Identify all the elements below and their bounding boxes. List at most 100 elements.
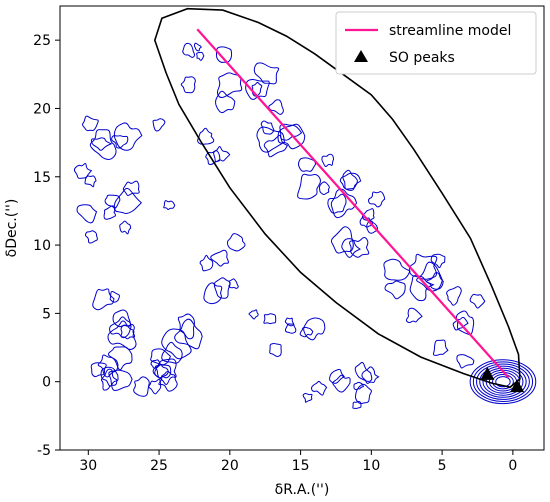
legend-peaks-label: SO peaks [389,50,455,66]
contour-path [361,366,380,384]
contour-path [174,318,203,350]
contour-path [196,51,205,61]
contour-path [120,323,136,340]
contour-path [302,392,313,403]
contour-path [297,173,321,200]
contour-ring [469,359,537,405]
y-axis-ticks: -5 0 5 10 15 20 25 [33,33,60,459]
contour-path [122,180,140,196]
contour-path [446,286,462,306]
legend-peak-marker [354,50,368,62]
contour-path [269,343,282,357]
contour-path [163,200,176,210]
so-peaks [480,366,525,393]
contour-path [342,169,358,190]
contour-path [107,320,137,351]
contour-path [111,135,129,149]
y-tick-label: 20 [33,101,51,117]
contour-path [104,194,121,209]
boundary-outline [153,7,521,389]
contour-path [133,376,150,397]
contour-path [405,307,423,323]
contour-path [284,323,297,334]
contour-path [260,120,275,135]
contour-path [256,126,285,153]
contour-path [107,346,133,371]
contour-path [384,280,406,300]
y-tick-label: 15 [33,170,51,186]
contour-path [193,42,202,52]
contour-path [112,309,132,328]
contour-path [226,233,246,252]
contour-path [361,208,375,222]
contour-path [148,378,162,395]
contour-path [180,76,196,94]
contour-path [299,326,314,338]
contour-path [416,261,443,292]
contour-path [90,362,107,378]
contour-path [354,361,373,382]
contour-path [100,366,119,387]
contour-path [215,46,233,63]
contour-path [456,354,475,369]
contour-path [100,368,118,391]
contour-path [161,341,183,364]
contour-path [321,153,335,167]
contour-path [210,249,229,267]
contour-path [341,238,361,258]
contour-path [311,380,328,396]
contour-path [150,359,161,369]
x-tick-label: 20 [221,458,239,474]
contour-path [426,272,444,290]
contour-path [248,309,259,320]
contour-path [154,358,177,385]
contour-path [84,230,98,244]
x-tick-label: 10 [362,458,380,474]
contour-path [119,220,132,235]
contour-path [432,339,449,356]
contour-path [354,383,372,405]
legend: streamline model SO peaks [335,11,537,75]
contour-path [199,254,214,272]
contour-path [97,354,119,378]
contour-path [177,313,195,340]
contour-path [82,115,99,132]
contour-path [215,90,236,114]
contour-ring [492,373,514,390]
contour-path [349,236,370,258]
contour-path [284,317,295,327]
x-tick-label: 0 [508,458,517,474]
streamline-model-line [196,28,510,379]
so-peak-marker [480,366,495,380]
contour-path [108,369,133,392]
contour-ring [482,367,524,396]
contour-path [332,374,351,393]
contour-path [216,72,243,99]
y-tick-label: 0 [42,375,51,391]
contour-path [353,381,365,391]
x-tick-label: 5 [438,458,447,474]
so-peak-marker [510,379,525,393]
y-tick-label: 25 [33,33,51,49]
x-axis-ticks: 30 25 20 15 10 5 0 [79,450,517,474]
y-tick-label: 5 [42,306,51,322]
contour-path [263,134,289,158]
contour-path [76,204,98,224]
contour-path [89,129,117,160]
contour-path [330,226,354,254]
contour-path [409,275,435,302]
contour-path [352,401,362,409]
contour-path [359,216,374,228]
contour-path [109,291,120,303]
contour-ring [472,361,534,402]
contour-path [330,188,358,219]
contour-path [253,62,280,85]
contour-ring [476,363,530,400]
x-tick-label: 25 [150,458,168,474]
x-tick-label: 15 [292,458,310,474]
contour-path [92,288,115,311]
contour-path [182,42,196,58]
contour-path [154,364,172,379]
contour-path [469,293,486,309]
contour-path [161,328,192,360]
